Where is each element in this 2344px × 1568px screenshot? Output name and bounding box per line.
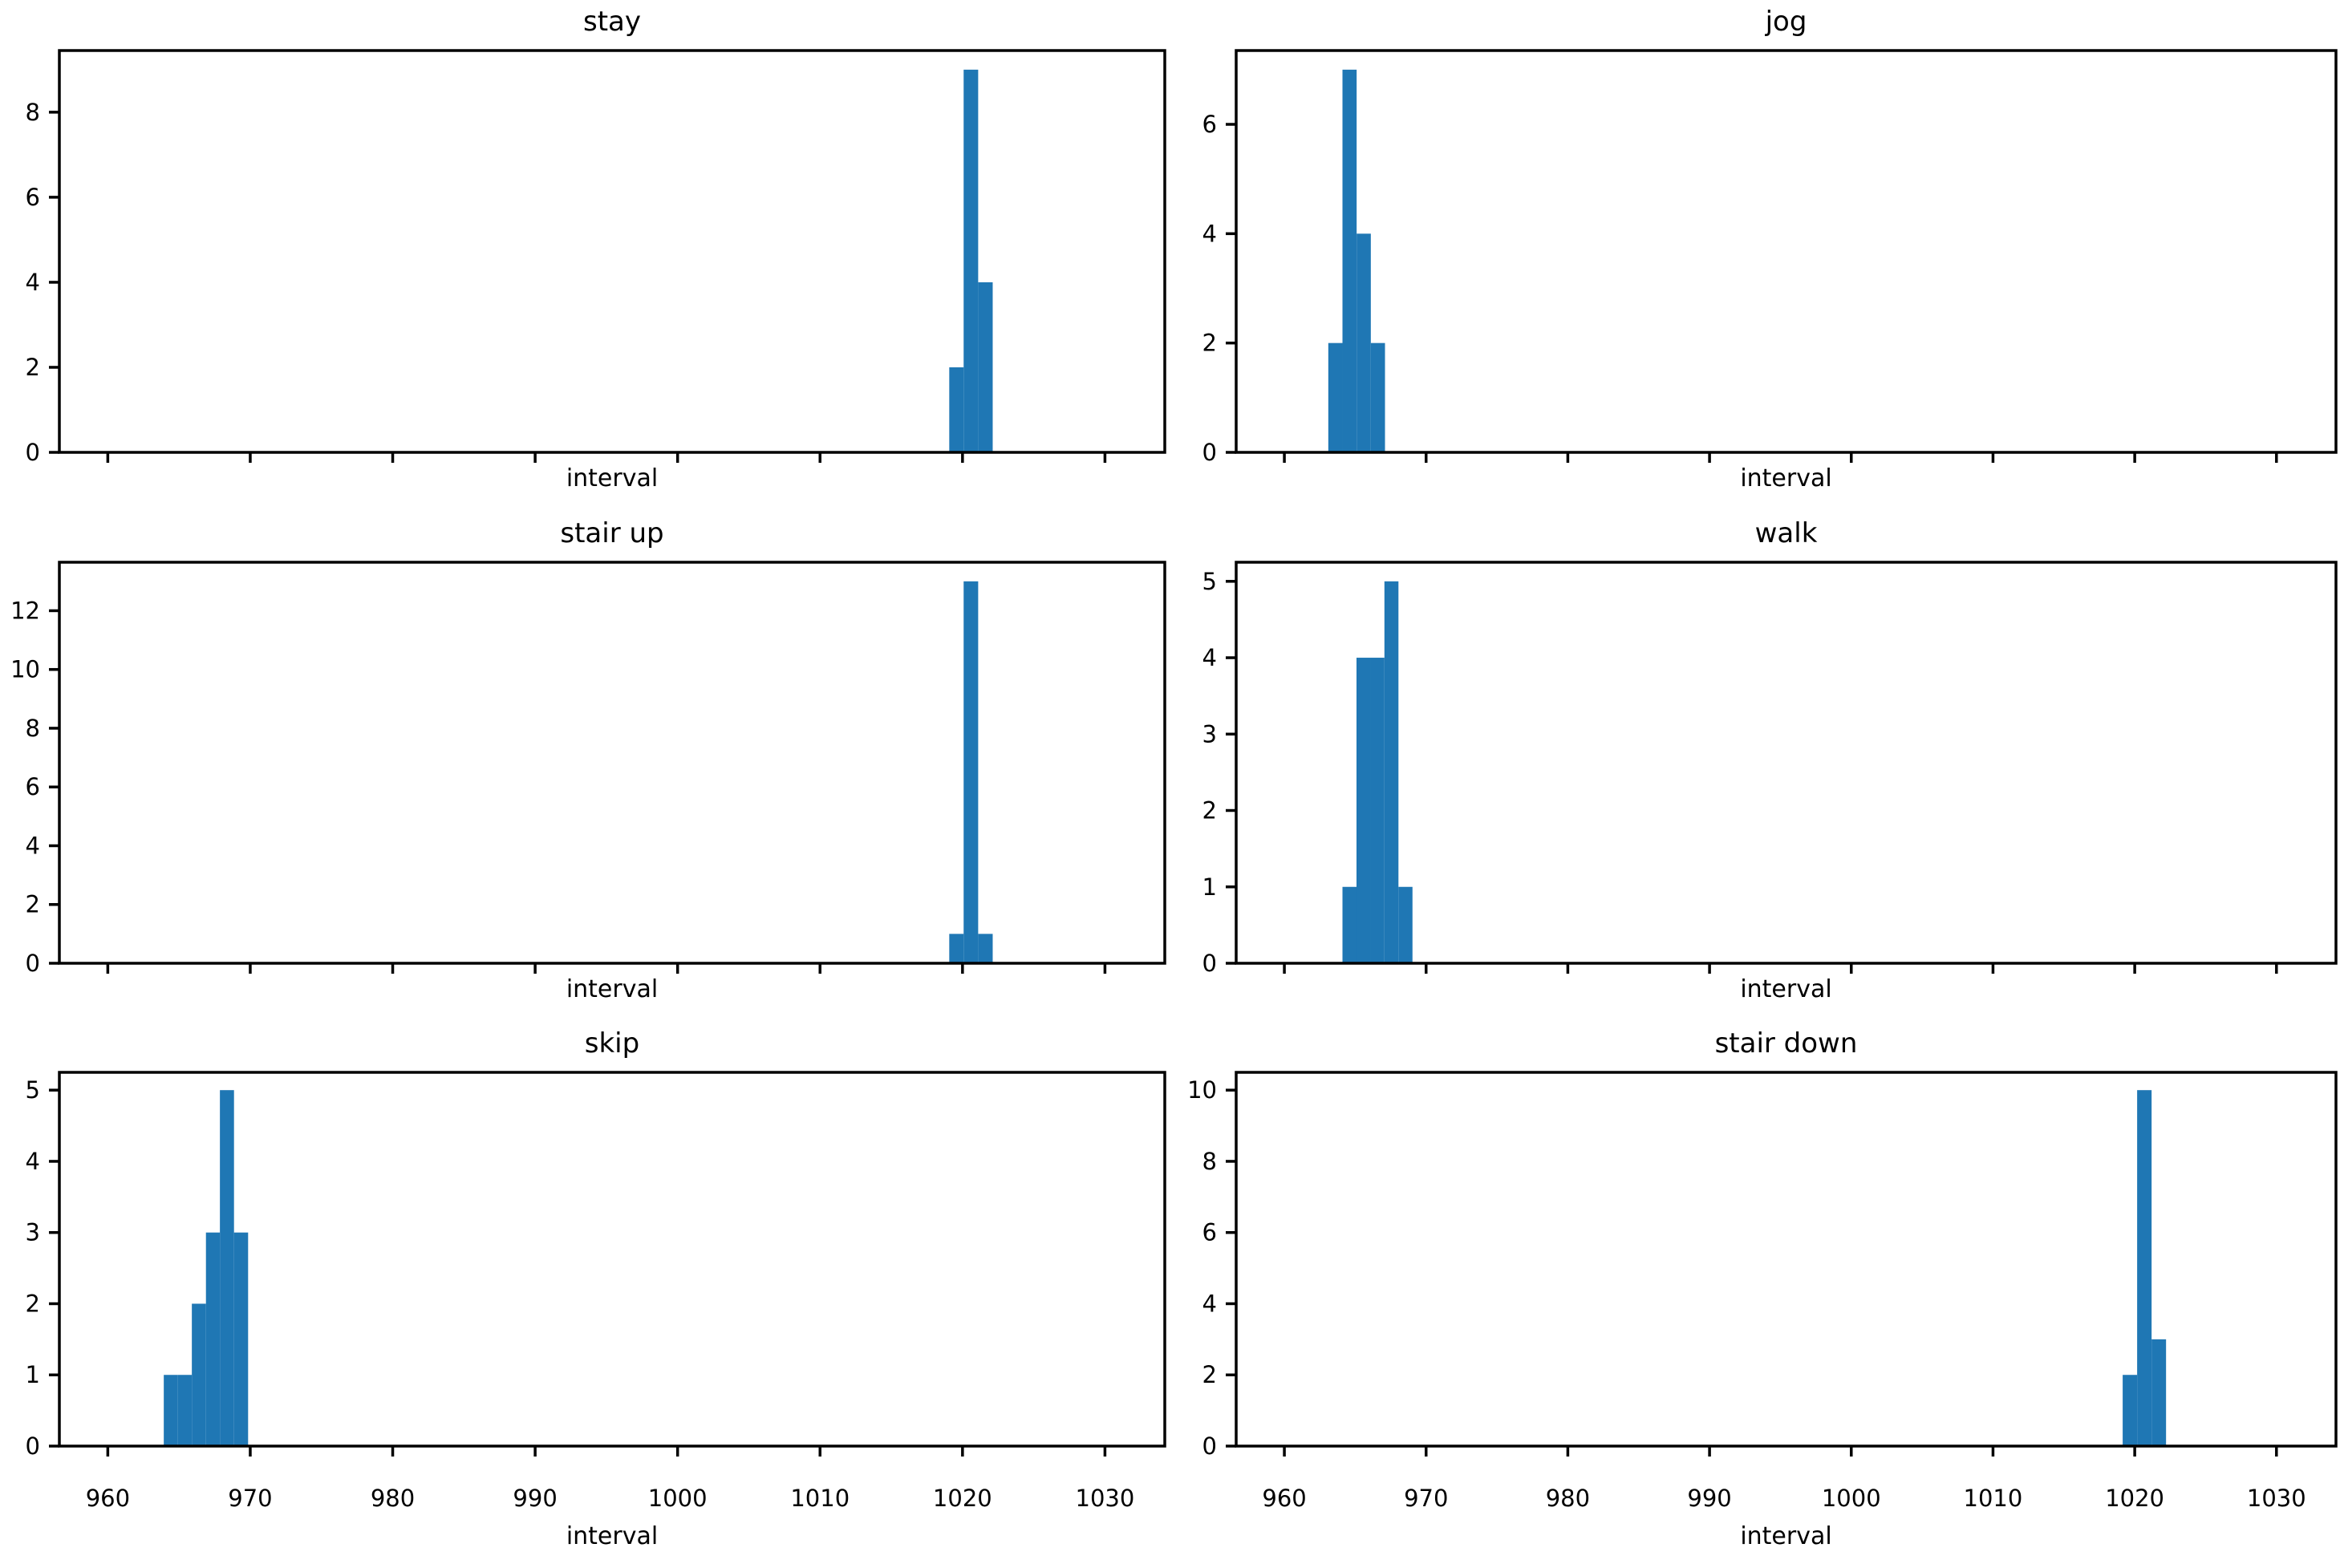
y-tick-label: 5 — [26, 1076, 40, 1104]
histogram-bar — [220, 1090, 234, 1446]
x-tick-label: 980 — [371, 1485, 415, 1512]
subplot-title-jog: jog — [1765, 6, 1807, 38]
histogram-bar — [1384, 581, 1399, 963]
axes-frame — [58, 1071, 1166, 1448]
histogram-bar — [233, 1232, 249, 1446]
histogram-bar — [963, 581, 979, 963]
plot-area-stay: 0 2 4 6 8 — [26, 49, 1166, 466]
histogram-bar — [1356, 658, 1371, 963]
x-axis-label-stay: interval — [566, 464, 659, 492]
histogram-bar — [2151, 1339, 2167, 1446]
x-tick-label: 1020 — [933, 1485, 992, 1512]
x-tick-label: 970 — [228, 1485, 272, 1512]
x-axis-label-stair-up: interval — [566, 975, 659, 1003]
plot-area-stair-down: 960 970 980 990 1000 1010 1020 1030 0 2 4 6 8 10 — [1187, 1071, 2338, 1512]
y-tick-label: 2 — [1202, 1361, 1217, 1388]
y-tick-label: 12 — [10, 597, 40, 624]
y-tick-label: 4 — [26, 832, 40, 859]
y-tick-label: 0 — [26, 1432, 40, 1460]
y-tick-label: 0 — [1202, 439, 1217, 466]
histogram-bar — [1328, 342, 1343, 452]
y-tick-label: 0 — [26, 950, 40, 977]
histogram-bar — [2123, 1375, 2138, 1446]
histogram-bar — [978, 282, 993, 452]
x-tick-label: 1020 — [2105, 1485, 2164, 1512]
histogram-bar — [978, 934, 993, 963]
y-tick-label: 4 — [26, 1148, 40, 1175]
x-axis-label-skip: interval — [566, 1522, 659, 1550]
x-tick-label: 960 — [86, 1485, 130, 1512]
y-tick-label: 2 — [26, 354, 40, 381]
plot-area-walk: 0 1 2 3 4 5 — [1202, 561, 2338, 977]
x-tick-label: 1000 — [1822, 1485, 1881, 1512]
y-tick-label: 3 — [1202, 720, 1217, 748]
histogram-bar — [177, 1375, 193, 1446]
y-tick-label: 4 — [1202, 220, 1217, 247]
histogram-bar — [949, 934, 964, 963]
histogram-bar — [1342, 69, 1357, 452]
axes-frame — [1235, 561, 2338, 965]
histogram-bar — [205, 1232, 221, 1446]
plot-area-stair-up: 0 2 4 6 8 10 12 — [10, 561, 1166, 977]
subplot-title-walk: walk — [1754, 517, 1818, 549]
axes-frame — [58, 49, 1166, 454]
y-tick-label: 1 — [26, 1361, 40, 1388]
y-tick-label: 0 — [1202, 950, 1217, 977]
plot-area-skip: 960 970 980 990 1000 1010 1020 1030 0 1 2 3 4 5 — [26, 1071, 1166, 1512]
histogram-bar — [1342, 886, 1357, 963]
y-tick-label: 4 — [26, 269, 40, 296]
x-axis-label-walk: interval — [1740, 975, 1832, 1003]
axes-frame — [58, 561, 1166, 965]
y-tick-label: 10 — [10, 656, 40, 683]
subplot-title-skip: skip — [584, 1027, 640, 1060]
histogram-bar — [949, 367, 964, 452]
y-tick-label: 8 — [26, 99, 40, 126]
subplot-title-stair-up: stair up — [560, 517, 664, 549]
y-tick-label: 2 — [26, 1290, 40, 1317]
x-axis-label-jog: interval — [1740, 464, 1832, 492]
x-tick-label: 980 — [1546, 1485, 1590, 1512]
histogram-bar — [1398, 886, 1413, 963]
y-tick-label: 6 — [26, 184, 40, 211]
y-tick-label: 6 — [26, 773, 40, 800]
y-tick-label: 0 — [26, 439, 40, 466]
subplot-title-stair-down: stair down — [1714, 1027, 1858, 1060]
x-tick-label: 990 — [513, 1485, 557, 1512]
y-tick-label: 10 — [1187, 1076, 1217, 1104]
y-tick-label: 8 — [1202, 1148, 1217, 1175]
x-tick-label: 1010 — [1964, 1485, 2023, 1512]
histogram-bar — [1370, 658, 1385, 963]
subplot-title-stay: stay — [582, 6, 641, 38]
y-tick-label: 2 — [1202, 797, 1217, 825]
x-axis-label-stair-down: interval — [1740, 1522, 1832, 1550]
y-tick-label: 6 — [1202, 111, 1217, 138]
x-tick-label: 970 — [1404, 1485, 1448, 1512]
y-tick-label: 3 — [26, 1219, 40, 1246]
histogram-bar — [2137, 1090, 2152, 1446]
y-tick-label: 0 — [1202, 1432, 1217, 1460]
y-tick-label: 1 — [1202, 873, 1217, 901]
histogram-bar — [963, 69, 979, 452]
y-tick-label: 2 — [1202, 330, 1217, 357]
y-tick-label: 4 — [1202, 1290, 1217, 1317]
plot-area-jog: 0 2 4 6 — [1202, 49, 2338, 466]
histogram-bar — [192, 1303, 206, 1446]
axes-frame — [1235, 49, 2338, 454]
y-tick-label: 6 — [1202, 1219, 1217, 1246]
x-tick-label: 1030 — [2247, 1485, 2306, 1512]
y-tick-label: 5 — [1202, 568, 1217, 595]
x-tick-label: 990 — [1687, 1485, 1731, 1512]
histogram-bar — [164, 1375, 178, 1446]
histogram-bar — [1370, 342, 1385, 452]
x-tick-label: 960 — [1262, 1485, 1306, 1512]
x-tick-label: 1010 — [790, 1485, 850, 1512]
histogram-bar — [1357, 233, 1371, 452]
y-tick-label: 2 — [26, 891, 40, 918]
y-tick-label: 8 — [26, 715, 40, 742]
x-tick-label: 1030 — [1076, 1485, 1135, 1512]
y-tick-label: 4 — [1202, 644, 1217, 671]
x-tick-label: 1000 — [648, 1485, 708, 1512]
axes-frame — [1235, 1071, 2338, 1448]
